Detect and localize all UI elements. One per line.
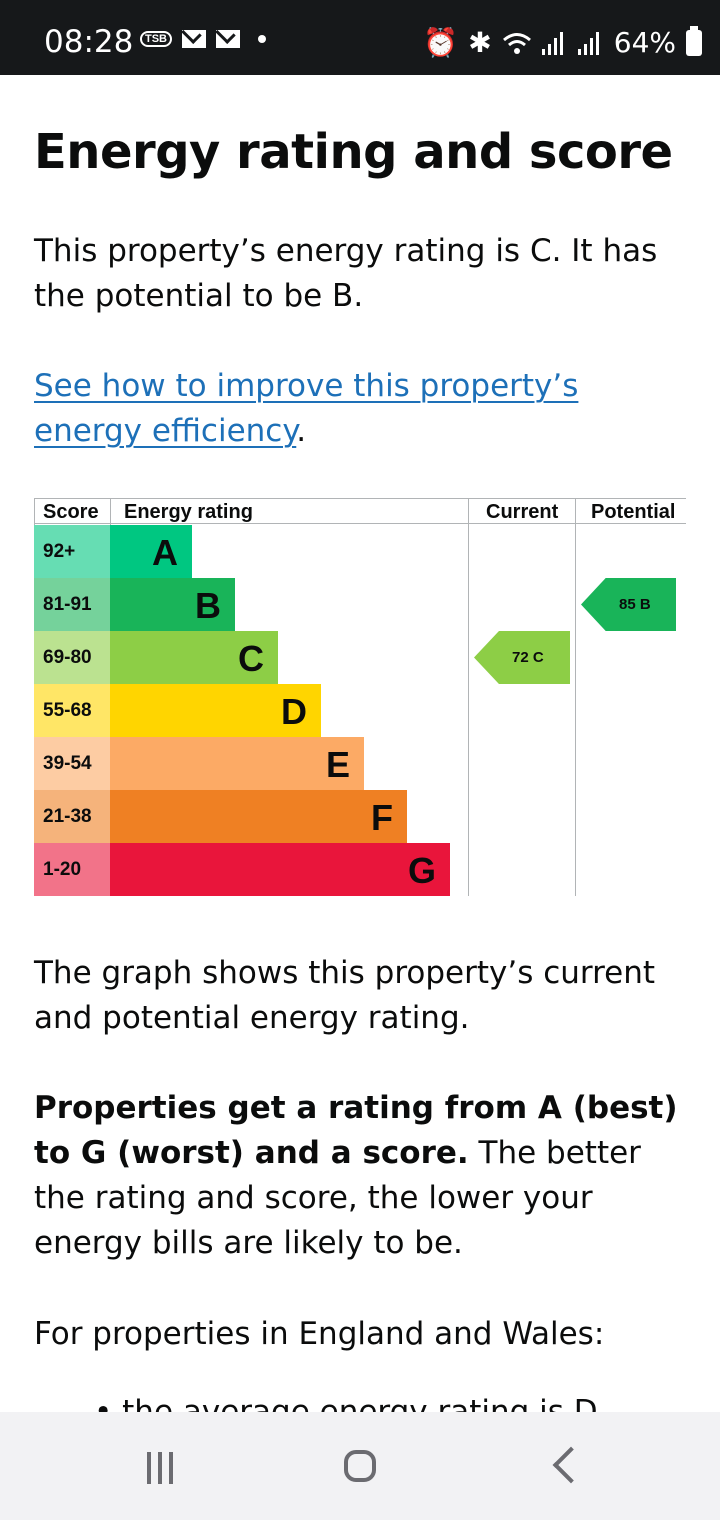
band-bar-b: B (110, 578, 235, 631)
mail-icon (182, 30, 206, 48)
cut-off-bullet: • the average energy rating is D (34, 1390, 694, 1412)
band-score-d: 55-68 (34, 684, 110, 737)
potential-header: Potential (591, 501, 676, 523)
tsb-notification-icon: TSB (140, 31, 172, 47)
status-time: 08:28 (44, 24, 134, 60)
score-header: Score (43, 501, 99, 523)
bluetooth-icon: ✱ (468, 26, 492, 59)
potential-rating-arrow: 85 B (581, 578, 676, 631)
page-title: Energy rating and score (34, 124, 673, 180)
alarm-icon: ⏰ (423, 26, 459, 59)
band-bar-e: E (110, 737, 364, 790)
notification-icons: TSB (140, 30, 266, 48)
improve-suffix: . (296, 413, 307, 449)
battery-percent: 64% (613, 26, 676, 59)
band-score-g: 1-20 (34, 843, 110, 896)
band-bar-f: F (110, 790, 407, 843)
ratings-explanation-bold: Properties get a rating from A (best) to… (34, 1090, 678, 1171)
england-wales-heading: For properties in England and Wales: (34, 1316, 605, 1352)
status-bar: 08:28 TSB ⏰ ✱ 64% (0, 0, 720, 75)
band-score-b: 81-91 (34, 578, 110, 631)
current-header: Current (486, 501, 559, 523)
android-nav-bar (0, 1412, 720, 1520)
recent-apps-button[interactable] (147, 1452, 173, 1484)
graph-description: The graph shows this property’s current … (34, 955, 656, 1036)
band-bar-a: A (110, 525, 192, 578)
current-rating-arrow: 72 C (474, 631, 570, 684)
chart-border-top (34, 498, 686, 499)
battery-icon (686, 25, 702, 56)
improve-efficiency-link[interactable]: See how to improve this property’s energ… (34, 368, 579, 449)
band-score-f: 21-38 (34, 790, 110, 843)
band-bar-g: G (110, 843, 450, 896)
mail-icon-2 (216, 30, 240, 48)
home-button[interactable] (344, 1450, 376, 1482)
rating-intro: This property’s energy rating is C. It h… (34, 233, 658, 314)
band-score-c: 69-80 (34, 631, 110, 684)
chart-header-line (34, 523, 686, 524)
cut-off-bullet-text: • the average energy rating is D (94, 1394, 598, 1412)
energy-rating-header: Energy rating (124, 501, 253, 523)
band-bar-c: C (110, 631, 278, 684)
system-icons: ⏰ ✱ 64% (423, 25, 702, 59)
signal-icon (541, 31, 563, 55)
chart-divider-current (468, 498, 469, 896)
improve-paragraph: See how to improve this property’s energ… (34, 364, 684, 454)
wifi-icon (502, 32, 531, 54)
energy-rating-chart: Score Energy rating Current Potential 92… (34, 498, 686, 896)
ratings-explanation-rest: The better the rating and score, the low… (34, 1135, 641, 1261)
band-score-a: 92+ (34, 525, 110, 578)
band-bar-d: D (110, 684, 321, 737)
band-score-e: 39-54 (34, 737, 110, 790)
ratings-explanation: Properties get a rating from A (best) to… (34, 1086, 684, 1266)
chart-divider-potential (575, 498, 576, 896)
more-notifications-icon (258, 35, 266, 43)
signal-icon-2 (577, 31, 599, 55)
